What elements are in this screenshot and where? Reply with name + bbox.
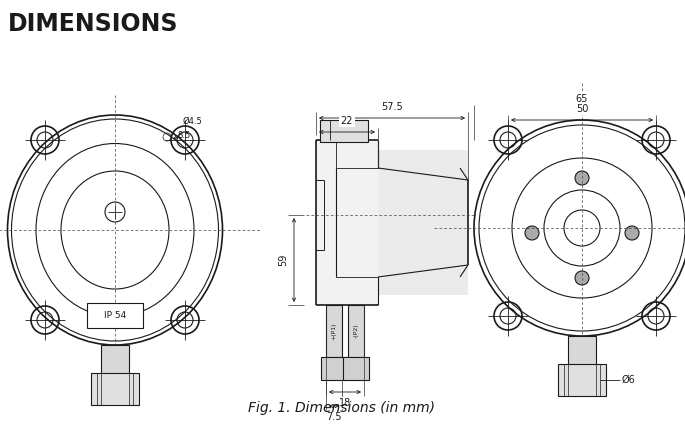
Bar — [326, 305, 342, 357]
Circle shape — [625, 226, 639, 240]
Circle shape — [525, 226, 539, 240]
Text: Fig. 1. Dimensions (in mm): Fig. 1. Dimensions (in mm) — [249, 401, 436, 415]
Circle shape — [575, 171, 589, 185]
Bar — [91, 373, 139, 405]
Bar — [321, 357, 347, 380]
Bar — [97, 373, 133, 405]
Text: Ø6: Ø6 — [622, 375, 636, 385]
Bar — [378, 150, 468, 295]
Text: Ø4.5: Ø4.5 — [183, 117, 203, 126]
Text: 8.5: 8.5 — [177, 131, 190, 140]
Bar — [558, 364, 606, 396]
Bar — [320, 120, 368, 142]
Text: -(P2): -(P2) — [353, 324, 358, 338]
Bar — [568, 336, 596, 366]
Bar — [343, 357, 369, 380]
Ellipse shape — [8, 115, 223, 345]
Bar — [87, 303, 143, 328]
Text: 57.5: 57.5 — [381, 102, 403, 112]
Bar — [101, 345, 129, 375]
Text: 59: 59 — [278, 254, 288, 266]
Text: +(P1): +(P1) — [332, 322, 336, 340]
Text: 50: 50 — [576, 104, 588, 114]
Bar — [316, 140, 378, 305]
Circle shape — [575, 271, 589, 285]
Text: 7.5: 7.5 — [326, 412, 342, 422]
Text: 65: 65 — [576, 94, 588, 104]
Circle shape — [474, 120, 685, 336]
Text: 18: 18 — [339, 398, 351, 408]
Text: DIMENSIONS: DIMENSIONS — [8, 12, 179, 36]
Bar — [348, 305, 364, 357]
Text: 22: 22 — [340, 116, 353, 126]
Text: IP 54: IP 54 — [104, 311, 126, 320]
Bar — [564, 364, 600, 396]
